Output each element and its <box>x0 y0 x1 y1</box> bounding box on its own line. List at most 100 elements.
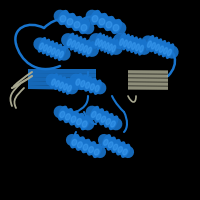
Ellipse shape <box>113 144 118 150</box>
Ellipse shape <box>111 121 115 127</box>
Ellipse shape <box>70 111 78 125</box>
Ellipse shape <box>107 137 115 150</box>
Ellipse shape <box>100 111 108 125</box>
Ellipse shape <box>123 34 129 50</box>
Ellipse shape <box>140 45 143 52</box>
Ellipse shape <box>83 46 87 52</box>
Ellipse shape <box>74 22 80 28</box>
Ellipse shape <box>82 40 90 55</box>
Ellipse shape <box>155 44 159 51</box>
Ellipse shape <box>76 79 80 85</box>
Ellipse shape <box>151 43 155 49</box>
Ellipse shape <box>42 39 50 54</box>
Ellipse shape <box>38 38 46 52</box>
Ellipse shape <box>84 77 92 91</box>
Ellipse shape <box>64 84 67 90</box>
Ellipse shape <box>73 17 82 30</box>
Ellipse shape <box>72 139 77 145</box>
Ellipse shape <box>121 144 130 157</box>
Ellipse shape <box>146 36 154 50</box>
Ellipse shape <box>71 135 79 148</box>
Polygon shape <box>28 85 96 90</box>
Ellipse shape <box>117 142 125 155</box>
Ellipse shape <box>96 114 101 120</box>
Ellipse shape <box>56 81 59 87</box>
Polygon shape <box>128 82 168 86</box>
Ellipse shape <box>95 39 99 45</box>
Ellipse shape <box>167 49 171 56</box>
Ellipse shape <box>89 79 96 93</box>
Ellipse shape <box>59 106 67 120</box>
Ellipse shape <box>95 85 99 92</box>
Ellipse shape <box>66 14 75 27</box>
Ellipse shape <box>74 37 82 52</box>
Ellipse shape <box>75 114 84 127</box>
Ellipse shape <box>81 116 89 130</box>
Ellipse shape <box>150 37 158 52</box>
Ellipse shape <box>95 109 103 122</box>
Ellipse shape <box>112 45 116 52</box>
Ellipse shape <box>81 25 87 31</box>
Ellipse shape <box>109 116 118 130</box>
Ellipse shape <box>75 74 82 88</box>
Ellipse shape <box>105 17 114 30</box>
Polygon shape <box>28 69 96 73</box>
Ellipse shape <box>80 75 87 89</box>
Ellipse shape <box>55 50 59 56</box>
Ellipse shape <box>52 79 55 85</box>
Ellipse shape <box>87 142 96 155</box>
Ellipse shape <box>59 11 68 24</box>
Ellipse shape <box>131 37 137 52</box>
Ellipse shape <box>76 137 85 150</box>
Ellipse shape <box>132 43 135 50</box>
Ellipse shape <box>91 11 100 24</box>
Ellipse shape <box>94 80 101 94</box>
Ellipse shape <box>166 44 174 58</box>
Ellipse shape <box>77 142 82 148</box>
Ellipse shape <box>85 82 90 89</box>
Ellipse shape <box>113 25 119 31</box>
Ellipse shape <box>70 35 78 50</box>
Ellipse shape <box>50 43 58 57</box>
Ellipse shape <box>64 109 73 122</box>
Ellipse shape <box>71 116 76 122</box>
Ellipse shape <box>86 42 94 57</box>
Ellipse shape <box>102 135 111 148</box>
Ellipse shape <box>78 38 86 53</box>
Polygon shape <box>28 77 96 82</box>
Ellipse shape <box>112 140 120 152</box>
Ellipse shape <box>47 46 51 53</box>
Ellipse shape <box>82 139 90 153</box>
Ellipse shape <box>79 44 83 51</box>
Polygon shape <box>128 70 168 74</box>
Ellipse shape <box>68 85 71 92</box>
Ellipse shape <box>54 44 62 59</box>
Ellipse shape <box>60 82 63 88</box>
Ellipse shape <box>123 149 127 155</box>
Ellipse shape <box>43 45 47 51</box>
Polygon shape <box>128 74 168 78</box>
Ellipse shape <box>39 43 43 49</box>
Polygon shape <box>28 73 96 78</box>
Ellipse shape <box>99 19 105 25</box>
Polygon shape <box>128 78 168 82</box>
Ellipse shape <box>98 14 107 27</box>
Ellipse shape <box>92 16 98 22</box>
Ellipse shape <box>103 139 108 145</box>
Ellipse shape <box>50 74 58 88</box>
Ellipse shape <box>158 41 166 55</box>
Ellipse shape <box>108 39 114 53</box>
Polygon shape <box>28 81 96 86</box>
Ellipse shape <box>104 37 111 52</box>
Ellipse shape <box>159 46 163 52</box>
Ellipse shape <box>105 114 113 127</box>
Ellipse shape <box>90 106 99 120</box>
Ellipse shape <box>162 42 170 57</box>
Ellipse shape <box>109 44 112 51</box>
Ellipse shape <box>106 22 112 28</box>
Ellipse shape <box>91 111 96 118</box>
Ellipse shape <box>99 40 102 47</box>
Ellipse shape <box>111 40 118 55</box>
Ellipse shape <box>66 80 74 94</box>
Ellipse shape <box>93 144 101 157</box>
